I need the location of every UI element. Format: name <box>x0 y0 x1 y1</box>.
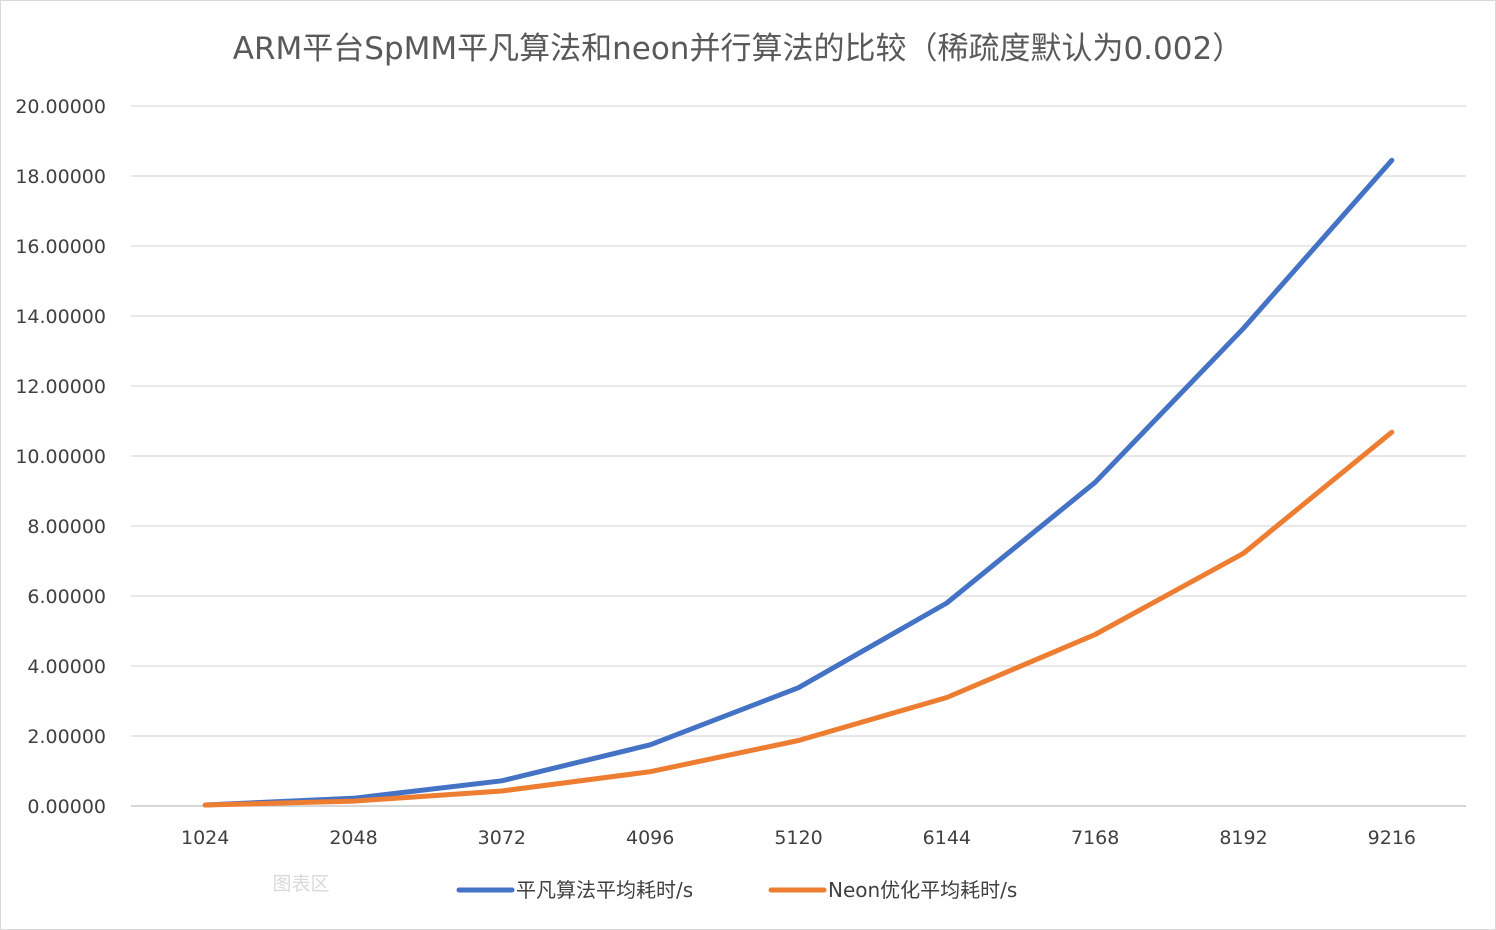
series-line-1 <box>202 157 1395 808</box>
x-tick-label: 7168 <box>1071 827 1119 849</box>
gridlines <box>131 105 1466 807</box>
y-tick-label: 6.00000 <box>27 586 106 608</box>
x-tick-label: 8192 <box>1219 827 1267 849</box>
x-tick-label: 9216 <box>1368 827 1416 849</box>
x-tick-label: 2048 <box>329 827 377 849</box>
series-lines <box>202 157 1395 808</box>
y-tick-label: 4.00000 <box>27 656 106 678</box>
legend-label-1: 平凡算法平均耗时/s <box>516 878 693 902</box>
y-tick-label: 12.00000 <box>15 376 106 398</box>
x-tick-label: 4096 <box>626 827 674 849</box>
legend-label-2: Neon优化平均耗时/s <box>828 878 1017 902</box>
y-tick-label: 10.00000 <box>15 446 106 468</box>
x-axis-tick-labels: 1024 2048 3072 4096 5120 6144 7168 8192 9216 <box>181 827 1416 849</box>
chart-title: ARM平台SpMM平凡算法和neon并行算法的比较（稀疏度默认为0.002） <box>233 31 1243 67</box>
legend: 平凡算法平均耗时/s Neon优化平均耗时/s <box>456 878 1017 902</box>
y-tick-label: 2.00000 <box>27 726 106 748</box>
x-tick-label: 5120 <box>774 827 822 849</box>
y-tick-label: 0.00000 <box>27 796 106 818</box>
y-axis-tick-labels: 0.00000 2.00000 4.00000 6.00000 8.00000 10.00… <box>15 96 106 818</box>
y-tick-label: 20.00000 <box>15 96 106 118</box>
chart-area-watermark: 图表区 <box>272 873 329 895</box>
y-tick-label: 8.00000 <box>27 516 106 538</box>
x-tick-label: 3072 <box>478 827 526 849</box>
y-tick-label: 16.00000 <box>15 236 106 258</box>
series-line-2 <box>202 429 1395 808</box>
x-tick-label: 1024 <box>181 827 229 849</box>
x-tick-label: 6144 <box>923 827 971 849</box>
y-tick-label: 14.00000 <box>15 306 106 328</box>
y-tick-label: 18.00000 <box>15 166 106 188</box>
